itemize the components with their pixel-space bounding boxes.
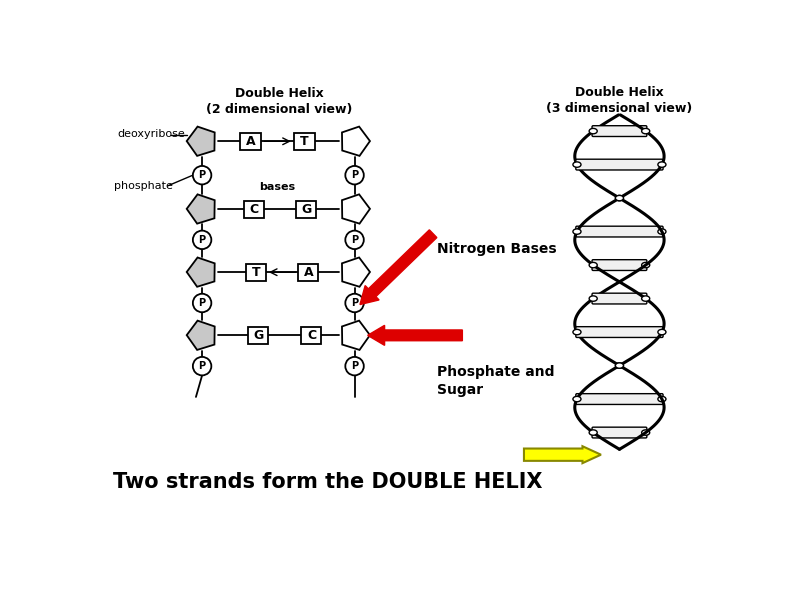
Circle shape <box>193 357 211 376</box>
Polygon shape <box>342 257 370 287</box>
Circle shape <box>193 294 211 312</box>
Text: Phosphate and
Sugar: Phosphate and Sugar <box>437 365 554 397</box>
Text: G: G <box>301 203 311 215</box>
Bar <box>302 327 322 344</box>
Text: P: P <box>351 170 358 180</box>
Polygon shape <box>186 127 214 156</box>
Text: P: P <box>351 235 358 245</box>
FancyArrow shape <box>368 325 462 346</box>
Text: P: P <box>198 298 206 308</box>
Ellipse shape <box>642 128 650 134</box>
FancyBboxPatch shape <box>576 226 663 237</box>
Text: Double Helix
(3 dimensional view): Double Helix (3 dimensional view) <box>546 86 693 115</box>
FancyArrow shape <box>524 446 601 463</box>
FancyBboxPatch shape <box>576 394 663 404</box>
Text: G: G <box>253 329 263 342</box>
Bar <box>244 200 264 218</box>
Ellipse shape <box>589 430 598 435</box>
Bar <box>294 133 315 150</box>
Polygon shape <box>186 320 214 350</box>
Bar <box>248 327 268 344</box>
Ellipse shape <box>589 296 598 301</box>
Bar <box>240 133 262 150</box>
Ellipse shape <box>658 162 666 167</box>
Text: Two strands form the DOUBLE HELIX: Two strands form the DOUBLE HELIX <box>113 472 542 493</box>
Ellipse shape <box>642 296 650 301</box>
Bar <box>296 200 316 218</box>
Ellipse shape <box>658 397 666 402</box>
FancyBboxPatch shape <box>576 159 663 170</box>
Ellipse shape <box>642 430 650 435</box>
Ellipse shape <box>589 262 598 268</box>
Polygon shape <box>342 194 370 224</box>
FancyBboxPatch shape <box>592 260 647 271</box>
Polygon shape <box>342 320 370 350</box>
Circle shape <box>346 166 364 184</box>
Text: T: T <box>252 266 260 278</box>
FancyBboxPatch shape <box>592 427 647 438</box>
Text: Double Helix
(2 dimensional view): Double Helix (2 dimensional view) <box>206 88 352 116</box>
Ellipse shape <box>573 397 581 402</box>
FancyBboxPatch shape <box>576 326 663 337</box>
Circle shape <box>193 230 211 249</box>
Polygon shape <box>342 127 370 156</box>
Ellipse shape <box>642 262 650 268</box>
Ellipse shape <box>658 329 666 335</box>
Circle shape <box>346 357 364 376</box>
Circle shape <box>346 294 364 312</box>
Bar <box>246 264 266 281</box>
Ellipse shape <box>615 363 623 368</box>
FancyBboxPatch shape <box>592 126 647 136</box>
Text: deoxyribose: deoxyribose <box>118 128 185 139</box>
Polygon shape <box>186 257 214 287</box>
Text: P: P <box>198 235 206 245</box>
FancyArrow shape <box>360 230 437 305</box>
Ellipse shape <box>573 229 581 234</box>
Text: P: P <box>198 361 206 371</box>
FancyBboxPatch shape <box>592 293 647 304</box>
Text: A: A <box>303 266 313 278</box>
Ellipse shape <box>573 329 581 335</box>
Ellipse shape <box>658 229 666 234</box>
Text: P: P <box>351 361 358 371</box>
Text: P: P <box>351 298 358 308</box>
Text: C: C <box>307 329 316 342</box>
Polygon shape <box>186 194 214 224</box>
Circle shape <box>193 166 211 184</box>
Text: A: A <box>246 135 255 148</box>
Text: C: C <box>249 203 258 215</box>
Ellipse shape <box>573 162 581 167</box>
Circle shape <box>346 230 364 249</box>
Ellipse shape <box>589 128 598 134</box>
Text: P: P <box>198 170 206 180</box>
Text: Nitrogen Bases: Nitrogen Bases <box>437 242 557 256</box>
Ellipse shape <box>615 196 623 201</box>
Bar <box>298 264 318 281</box>
Text: phosphate: phosphate <box>114 181 173 191</box>
Ellipse shape <box>615 196 623 201</box>
Text: T: T <box>300 135 309 148</box>
Ellipse shape <box>615 363 623 368</box>
Text: bases: bases <box>259 182 296 193</box>
